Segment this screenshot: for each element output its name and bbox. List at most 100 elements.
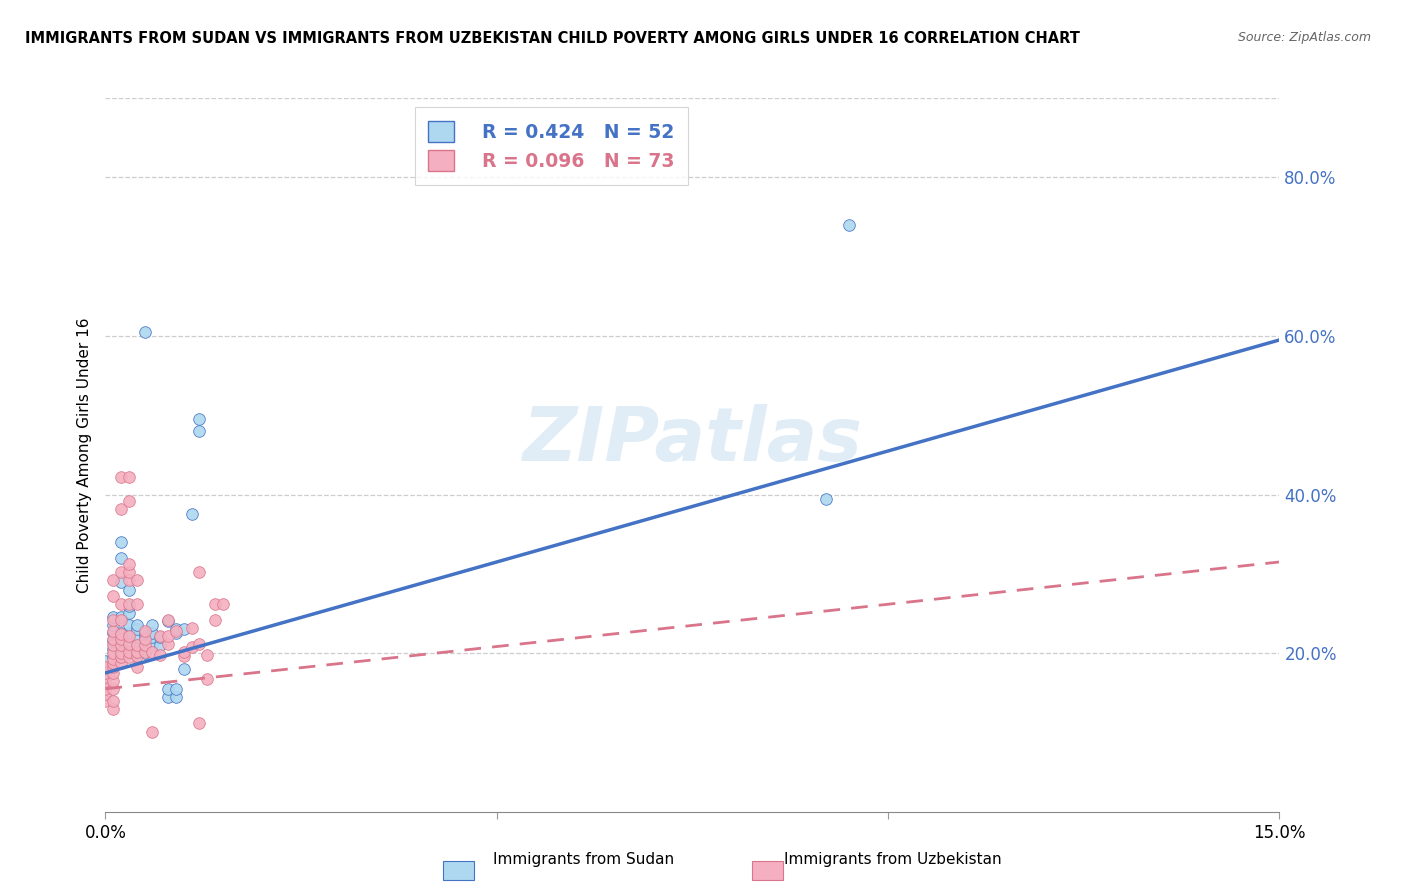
Point (103, 681, 125, 696)
Point (165, 690, 187, 704)
Point (110, 626, 132, 640)
Point (94, 670, 117, 684)
Point (110, 632, 132, 646)
Point (103, 673, 125, 688)
Point (157, 690, 180, 704)
Point (110, 627, 132, 641)
Point (125, 660, 148, 674)
Point (118, 566, 141, 580)
Point (110, 646, 132, 660)
Point (118, 626, 141, 640)
Point (103, 618, 125, 632)
Point (103, 573, 125, 587)
Point (149, 648, 172, 662)
Legend:   R = 0.424   N = 52,   R = 0.096   N = 73: R = 0.424 N = 52, R = 0.096 N = 73 (415, 108, 688, 185)
Point (134, 644, 156, 658)
Point (134, 632, 156, 646)
Point (103, 632, 125, 646)
Point (157, 629, 180, 643)
Point (103, 626, 125, 640)
Point (188, 715, 211, 730)
Y-axis label: Child Poverty Among Girls Under 16: Child Poverty Among Girls Under 16 (76, 318, 91, 592)
Point (118, 597, 141, 611)
Point (125, 597, 148, 611)
Point (118, 494, 141, 508)
Point (110, 501, 132, 516)
Point (118, 644, 141, 658)
Point (165, 624, 187, 638)
Point (195, 672, 218, 686)
Point (110, 610, 132, 624)
Text: IMMIGRANTS FROM SUDAN VS IMMIGRANTS FROM UZBEKISTAN CHILD POVERTY AMONG GIRLS UN: IMMIGRANTS FROM SUDAN VS IMMIGRANTS FROM… (25, 31, 1080, 46)
Text: Immigrants from Uzbekistan: Immigrants from Uzbekistan (785, 852, 1001, 867)
Point (118, 618, 141, 632)
Point (134, 325, 156, 339)
Point (110, 642, 132, 657)
Point (134, 646, 156, 660)
Point (118, 599, 141, 613)
Point (141, 630, 163, 644)
Point (103, 589, 125, 603)
Point (180, 640, 202, 654)
Point (118, 582, 141, 597)
Point (157, 637, 180, 651)
Point (134, 630, 156, 644)
Point (118, 573, 141, 587)
Point (110, 656, 132, 670)
Point (141, 644, 163, 658)
Point (125, 649, 148, 664)
Point (110, 650, 132, 665)
Point (157, 613, 180, 627)
Point (134, 624, 156, 638)
Text: ZIPatlas: ZIPatlas (523, 404, 862, 477)
Point (188, 637, 211, 651)
Point (118, 650, 141, 665)
Point (103, 634, 125, 648)
Point (103, 694, 125, 708)
Point (188, 424, 211, 438)
Point (118, 607, 141, 621)
Point (125, 623, 148, 637)
Point (141, 626, 163, 640)
Point (195, 648, 218, 662)
Point (118, 634, 141, 648)
Point (173, 649, 195, 664)
Point (103, 646, 125, 660)
Point (125, 646, 148, 660)
Point (141, 725, 163, 739)
Point (103, 665, 125, 680)
Point (134, 638, 156, 652)
Point (94, 681, 117, 696)
Point (118, 629, 141, 643)
Point (125, 573, 148, 587)
Point (94, 665, 117, 680)
Point (134, 626, 156, 640)
Text: Immigrants from Sudan: Immigrants from Sudan (494, 852, 673, 867)
Point (94, 673, 117, 688)
Point (110, 634, 132, 648)
Point (125, 630, 148, 644)
Point (110, 566, 132, 580)
Point (103, 613, 125, 627)
Point (141, 638, 163, 652)
Point (204, 597, 226, 611)
Point (110, 638, 132, 652)
Point (157, 681, 180, 696)
Point (149, 638, 172, 652)
Point (110, 470, 132, 484)
Point (188, 412, 211, 426)
Point (141, 618, 163, 632)
Point (94, 694, 117, 708)
Point (118, 637, 141, 651)
Point (103, 701, 125, 715)
Point (103, 656, 125, 670)
Point (110, 535, 132, 549)
Point (204, 613, 226, 627)
Point (94, 660, 117, 674)
Point (94, 687, 117, 701)
Point (173, 644, 195, 658)
Point (103, 650, 125, 665)
Point (110, 613, 132, 627)
Point (110, 650, 132, 665)
Point (103, 642, 125, 657)
